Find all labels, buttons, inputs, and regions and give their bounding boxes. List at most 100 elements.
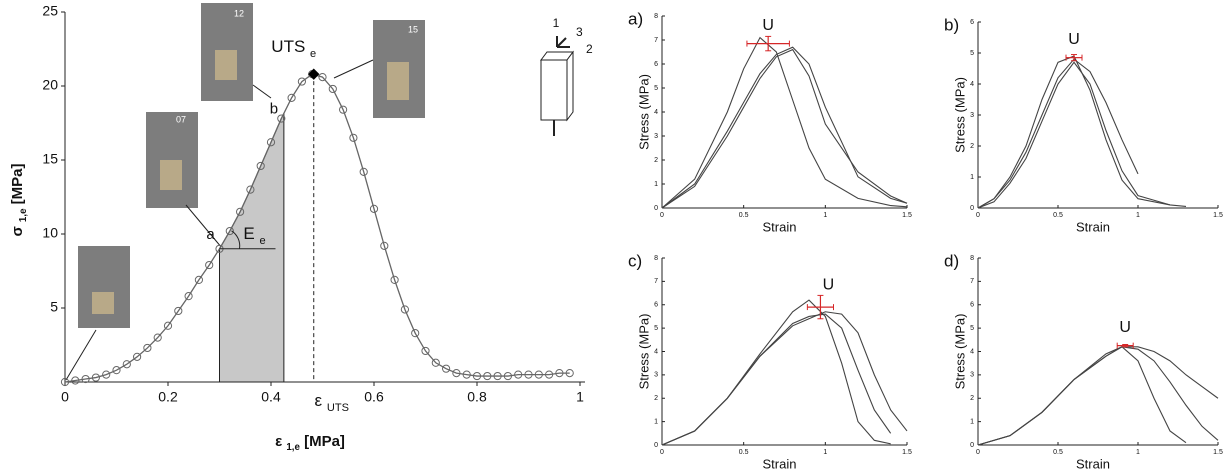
y-tick-label: 5 <box>970 325 974 332</box>
marker <box>71 376 80 385</box>
series-line <box>977 55 1187 209</box>
leader <box>185 204 223 249</box>
marker <box>534 370 543 379</box>
y-tick-label: 6 <box>970 302 974 309</box>
marker <box>60 377 70 387</box>
marker <box>462 370 471 379</box>
marker <box>174 306 183 316</box>
icon-box-side <box>566 50 574 122</box>
y-axis-label: Stress (MPa) <box>952 314 967 390</box>
panel-label: d) <box>944 251 959 270</box>
photo <box>78 246 130 328</box>
icon-label: 3 <box>576 25 583 39</box>
series-line <box>977 58 1139 209</box>
series-line <box>661 36 908 209</box>
marker <box>349 133 358 142</box>
axes-icon: 1 2 3 <box>540 16 593 136</box>
marker <box>143 343 152 353</box>
y-axis-label: Stress (MPa) <box>636 314 651 390</box>
series-line <box>661 311 908 446</box>
y-tick-label: 1 <box>654 418 658 425</box>
marker <box>555 369 564 378</box>
icon-label: 2 <box>586 42 593 56</box>
x-axis-label: Strain <box>1076 456 1110 471</box>
y-tick-label: 8 <box>654 13 658 20</box>
photo-specimen <box>387 62 409 100</box>
marker <box>184 292 193 301</box>
y-tick-label: 4 <box>654 109 658 116</box>
marker <box>380 241 389 250</box>
y-tick-label: 4 <box>654 348 658 355</box>
icon-label: 1 <box>553 16 560 30</box>
x-tick-label: 0 <box>976 449 980 456</box>
x-tick-label: 0.5 <box>1053 212 1063 219</box>
y-tick-label: 6 <box>970 19 974 26</box>
marker <box>163 321 173 330</box>
y-axis-label-part: [MPa] <box>9 163 26 204</box>
uts-label-sub: e <box>310 48 316 60</box>
marker <box>81 374 90 384</box>
y-tick-label: 5 <box>654 325 658 332</box>
marker <box>411 329 420 338</box>
x-tick-label: 0.5 <box>739 212 749 219</box>
leader <box>252 84 272 99</box>
x-axis-label-sub: 1,e <box>286 442 300 453</box>
series-line <box>661 46 908 209</box>
x-tick-label: 0.5 <box>1053 449 1063 456</box>
u-label: U <box>762 17 774 34</box>
marker <box>91 373 101 382</box>
y-tick-label: 10 <box>42 225 58 241</box>
x-tick-label: 0 <box>660 212 664 219</box>
y-tick-label: 1 <box>970 174 974 181</box>
series-line <box>661 313 892 446</box>
x-axis-label-part: ε <box>275 433 282 450</box>
y-tick-label: 1 <box>970 418 974 425</box>
x-tick-label: 0 <box>976 212 980 219</box>
y-tick-label: 5 <box>970 50 974 57</box>
marker <box>421 346 430 356</box>
marker <box>400 305 409 314</box>
modulus-arc <box>231 230 241 249</box>
panel-label: c) <box>628 251 642 270</box>
y-tick-label: 8 <box>970 255 974 262</box>
y-tick-label: 3 <box>970 372 974 379</box>
x-tick-label: 1.5 <box>1213 212 1223 219</box>
leader <box>65 329 97 381</box>
x-tick-label: 1.5 <box>902 449 912 456</box>
point-label: b <box>270 100 278 117</box>
y-tick-label: 2 <box>970 395 974 402</box>
y-tick-label: 4 <box>970 81 974 88</box>
photo-label: 12 <box>234 8 244 18</box>
marker <box>328 84 337 94</box>
y-tick-label: 2 <box>970 143 974 150</box>
u-label: U <box>1119 319 1131 336</box>
marker <box>524 370 533 379</box>
marker <box>133 352 142 361</box>
y-tick-label: 2 <box>654 395 658 402</box>
shaded-area <box>219 113 285 383</box>
y-axis-label-sub: 1,e <box>18 208 29 222</box>
y-tick-label: 1 <box>654 181 658 188</box>
marker <box>545 370 554 379</box>
x-tick-label: 0 <box>61 389 69 405</box>
y-tick-label: 20 <box>42 77 58 93</box>
y-tick-label: 3 <box>654 133 658 140</box>
uts-label-part: UTS <box>271 38 305 57</box>
x-axis-label-part: [MPa] <box>304 433 345 450</box>
marker <box>122 360 131 369</box>
x-axis-label: Strain <box>763 456 797 471</box>
marker <box>112 366 121 375</box>
series-line <box>977 346 1219 446</box>
marker <box>266 138 276 147</box>
y-tick-label: 5 <box>50 299 58 315</box>
uts-label: UTS e <box>271 38 316 60</box>
x-tick-label: 0.4 <box>261 389 281 405</box>
marker <box>493 371 502 381</box>
marker <box>514 370 523 379</box>
marker <box>339 105 348 114</box>
y-tick-label: 6 <box>654 61 658 68</box>
x-tick-label: 0.2 <box>158 389 178 405</box>
icon-box <box>540 59 568 121</box>
marker <box>503 371 512 381</box>
